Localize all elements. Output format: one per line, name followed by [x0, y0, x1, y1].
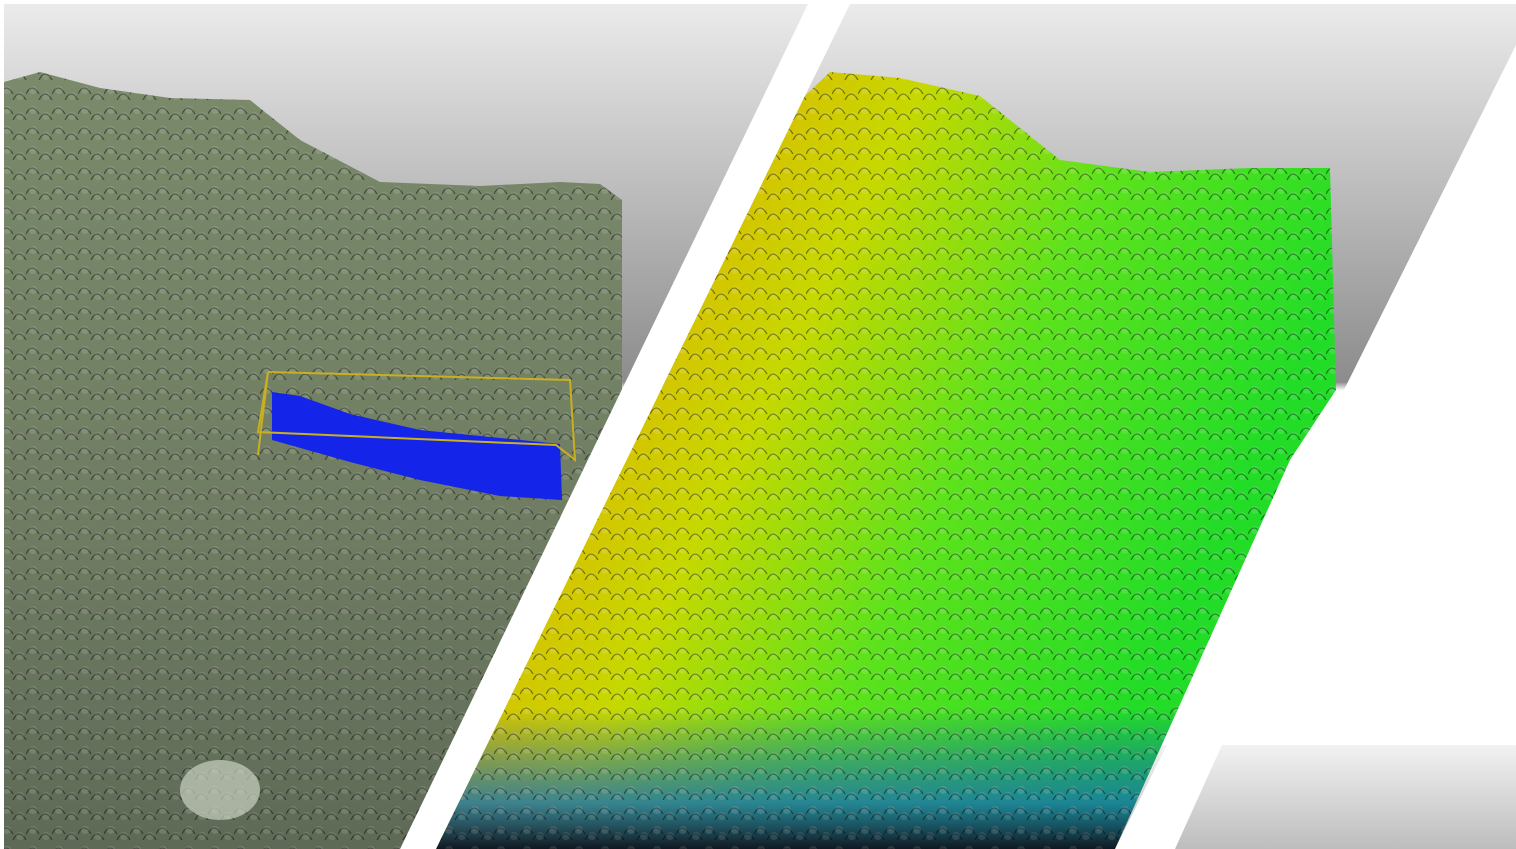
selection: [272, 392, 562, 500]
floor-right: [1175, 745, 1516, 849]
selection-box: [256, 371, 577, 463]
